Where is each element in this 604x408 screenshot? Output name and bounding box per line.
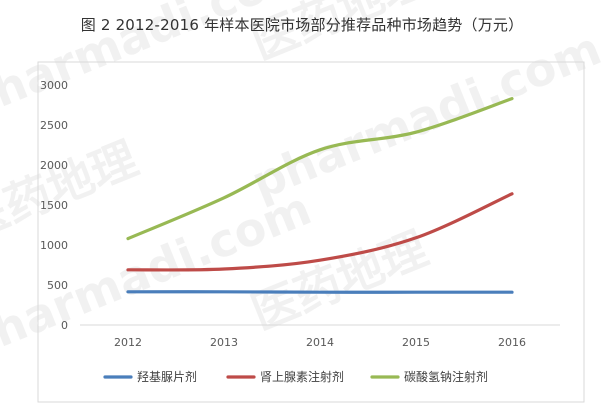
data-point bbox=[126, 290, 130, 293]
data-point bbox=[510, 291, 514, 294]
x-tick-label: 2015 bbox=[402, 336, 430, 349]
chart-title: 图 2 2012-2016 年样本医院市场部分推荐品种市场趋势（万元） bbox=[80, 16, 524, 34]
x-tick-label: 2013 bbox=[210, 336, 238, 349]
y-tick-label: 2500 bbox=[40, 119, 68, 132]
data-point bbox=[510, 97, 514, 100]
data-point bbox=[318, 148, 322, 151]
data-point bbox=[510, 192, 514, 195]
watermark-text: 医药地理 bbox=[244, 0, 435, 70]
data-point bbox=[414, 291, 418, 294]
x-tick-label: 2016 bbox=[498, 336, 526, 349]
data-point bbox=[222, 290, 226, 293]
chart-frame bbox=[37, 61, 585, 403]
y-tick-label: 500 bbox=[47, 279, 68, 292]
watermark-text: 医药地理 bbox=[0, 131, 145, 250]
data-point bbox=[414, 131, 418, 134]
y-tick-label: 2000 bbox=[40, 159, 68, 172]
x-tick-label: 2014 bbox=[306, 336, 334, 349]
data-point bbox=[126, 268, 130, 271]
watermark: pharmadi.com医药地理pharmadi.com医药地理pharmadi… bbox=[0, 0, 604, 370]
legend-label-1: 羟基脲片剂 bbox=[137, 369, 197, 384]
legend-label-2: 肾上腺素注射剂 bbox=[260, 369, 344, 384]
data-point bbox=[414, 236, 418, 239]
y-tick-label: 1500 bbox=[40, 199, 68, 212]
data-point bbox=[222, 196, 226, 199]
data-point bbox=[222, 267, 226, 271]
y-tick-label: 3000 bbox=[40, 79, 68, 92]
data-point bbox=[126, 237, 130, 240]
y-tick-label: 0 bbox=[61, 319, 68, 332]
data-point bbox=[318, 291, 322, 294]
y-tick-label: 1000 bbox=[40, 239, 68, 252]
data-point bbox=[318, 259, 322, 262]
x-tick-label: 2012 bbox=[114, 336, 142, 349]
legend-label-3: 碳酸氢钠注射剂 bbox=[404, 369, 488, 384]
